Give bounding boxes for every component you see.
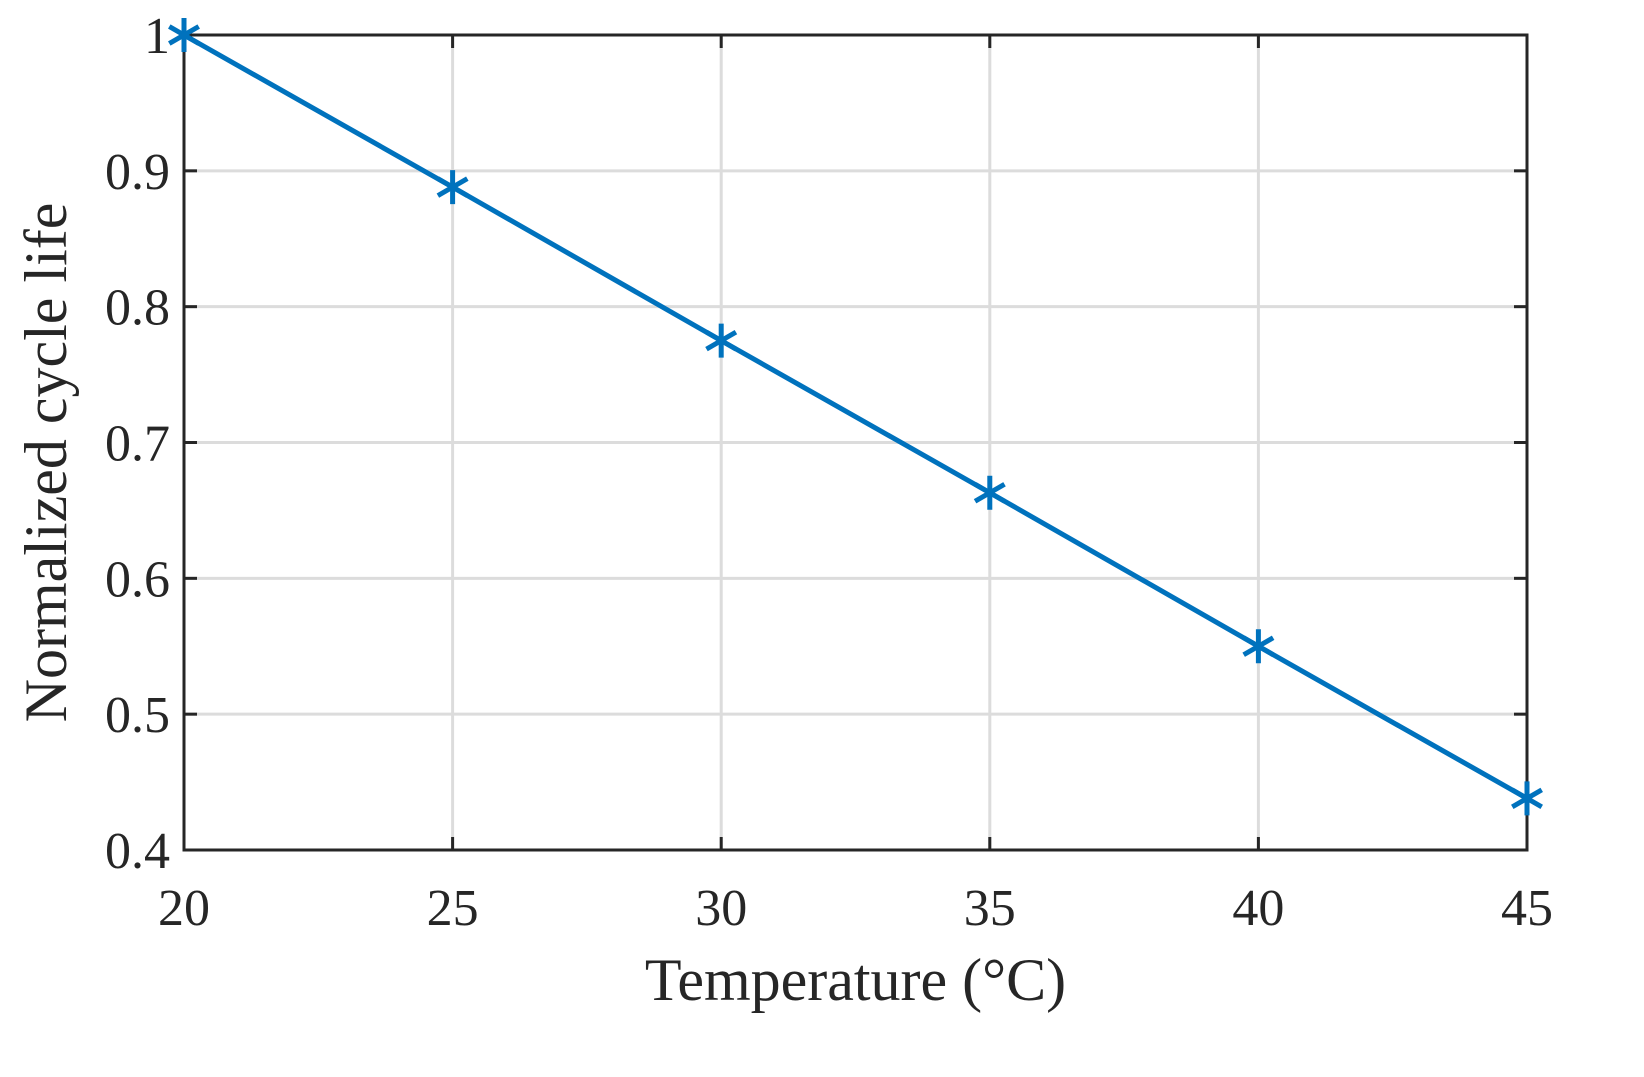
y-axis-title: Normalized cycle life (13, 203, 79, 723)
grid (182, 33, 1529, 852)
plot-area-frame (182, 33, 1529, 852)
data-point-marker (1242, 629, 1275, 664)
x-axis-title: Temperature (°C) (645, 947, 1066, 1013)
y-tick-label: 0.9 (105, 144, 170, 201)
x-tick-label: 20 (158, 880, 210, 937)
x-tick-label: 30 (695, 880, 747, 937)
y-tick-label: 0.7 (105, 416, 170, 473)
y-tick-label: 1 (144, 8, 170, 65)
x-tick-label: 35 (964, 880, 1016, 937)
y-tick-label: 0.5 (105, 687, 170, 744)
y-tick-labels: 0.4 0.5 0.6 0.7 0.8 0.9 1 (105, 8, 170, 880)
data-point-marker (168, 18, 200, 52)
data-point-marker (705, 323, 738, 358)
y-tick-label: 0.4 (105, 823, 170, 880)
data-point-marker (973, 475, 1006, 510)
x-tick-label: 45 (1501, 880, 1553, 937)
y-tick-label: 0.8 (105, 280, 170, 337)
x-tick-labels: 20 25 30 35 40 45 (158, 880, 1553, 937)
data-point-marker (436, 170, 469, 205)
x-tick-label: 25 (427, 880, 479, 937)
data-series (168, 18, 1543, 816)
data-point-marker (1511, 781, 1543, 816)
y-tick-label: 0.6 (105, 551, 170, 608)
series-line (182, 32, 1529, 801)
x-tick-label: 40 (1232, 880, 1284, 937)
